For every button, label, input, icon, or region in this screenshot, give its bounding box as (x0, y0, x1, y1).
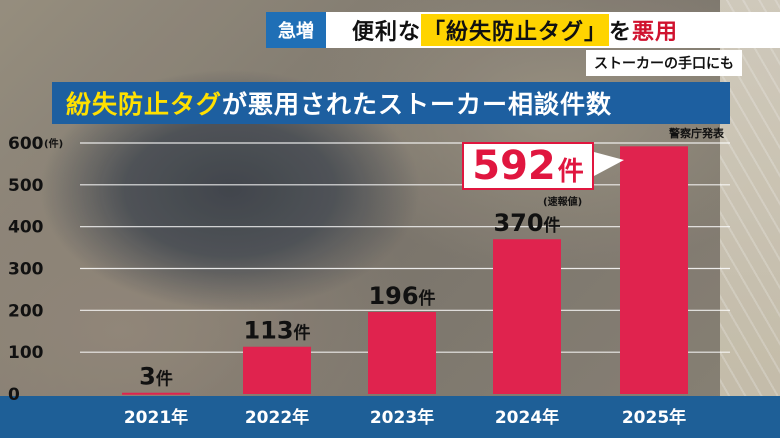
y-tick-label: 100 (8, 343, 44, 363)
headline-highlight: 「紛失防止タグ」 (421, 14, 610, 46)
x-tick-label: 2025年 (622, 407, 686, 428)
y-axis-unit: (件) (44, 137, 63, 150)
data-label: 113件 (243, 317, 310, 345)
source-label: 警察庁発表 (669, 127, 724, 140)
chart-title-highlight: 紛失防止タグ (66, 90, 223, 119)
x-tick-label: 2022年 (245, 407, 309, 428)
headline-pre: 便利な (352, 20, 422, 45)
preliminary-note: (速報値) (543, 197, 583, 208)
callout-pointer (594, 152, 624, 176)
x-axis-band (0, 396, 780, 438)
chart-title: 紛失防止タグ が悪用されたストーカー相談件数 (52, 82, 730, 124)
callout-value: 592 (472, 143, 556, 189)
headline-red: 悪用 (632, 20, 679, 45)
callout-unit: 件 (557, 156, 584, 187)
data-label: 196件 (368, 282, 435, 310)
y-tick-label: 0 (8, 385, 20, 405)
headline-mid: を (609, 20, 633, 45)
y-tick-label: 500 (8, 176, 44, 196)
bar (122, 392, 190, 395)
y-tick-label: 300 (8, 260, 44, 280)
bar (620, 146, 688, 394)
bar (243, 346, 311, 394)
chart-title-rest: が悪用されたストーカー相談件数 (222, 90, 613, 119)
headline-text: 便利な 「紛失防止タグ」を悪用 (352, 12, 678, 48)
data-label: 370件 (493, 209, 560, 237)
callout-latest-value: 592 件 (462, 142, 594, 190)
headline-tag: 急増 (266, 12, 326, 48)
x-tick-label: 2024年 (495, 407, 559, 428)
y-tick-label: 600 (8, 134, 44, 154)
y-tick-label: 200 (8, 301, 44, 321)
x-tick-label: 2021年 (124, 407, 188, 428)
y-tick-label: 400 (8, 218, 44, 238)
data-label: 3件 (139, 363, 173, 391)
x-tick-label: 2023年 (370, 407, 434, 428)
bar (368, 312, 436, 394)
bar (493, 239, 561, 394)
sub-headline: ストーカーの手口にも (586, 50, 742, 76)
